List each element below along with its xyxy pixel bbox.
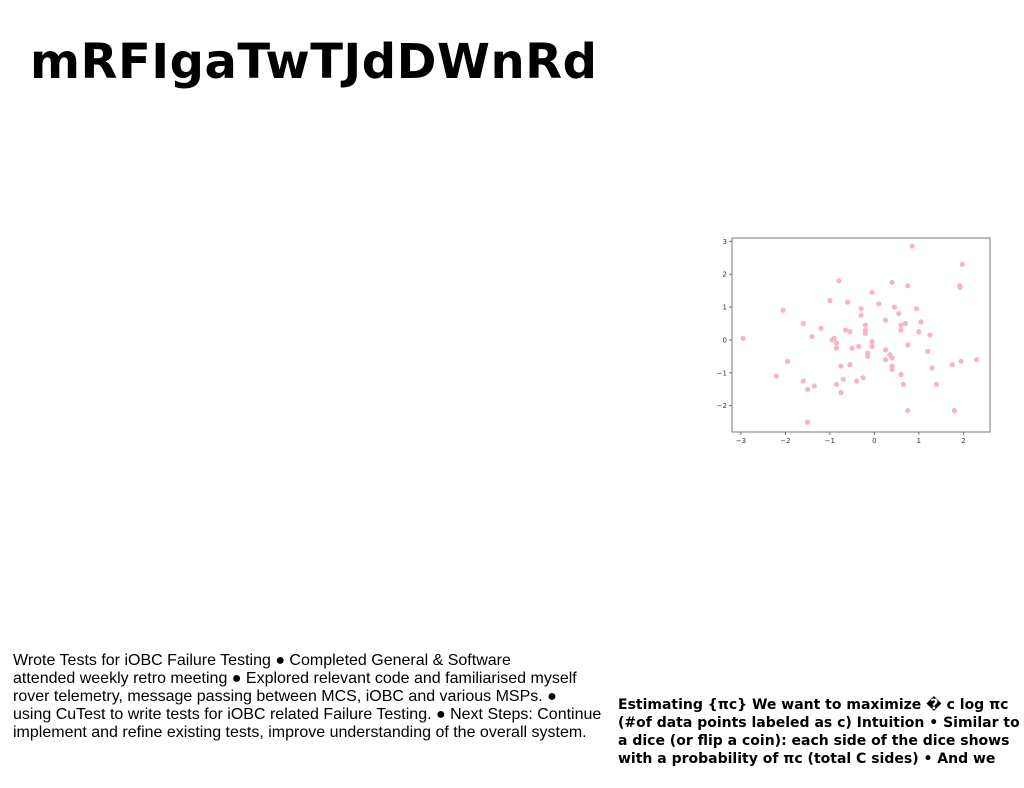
plot-frame [731,237,991,433]
scatter-point [882,317,889,323]
scatter-point [900,381,906,387]
x-tick-label: −1 [825,437,835,445]
body-text-line: Wrote Tests for iOBC Failure Testing ● C… [13,652,511,669]
scatter-point [905,342,911,348]
scatter-point [773,373,780,379]
scatter-point [809,334,815,340]
scatter-point [918,319,924,325]
scatter-point [909,243,915,249]
scatter-point [916,329,922,335]
scatter-point [847,329,853,335]
scatter-point [925,348,931,354]
x-tick-label: 2 [961,437,965,445]
scatter-point [974,357,980,363]
scatter-point [862,322,868,328]
scatter-point [827,297,833,304]
scatter-point [889,279,895,285]
scatter-point [858,306,864,312]
scatter-point [785,358,791,364]
scatter-point [740,335,746,341]
side-text-line: with a probability of πc (total C sides)… [618,751,996,767]
y-tick-label: 3 [723,238,727,246]
scatter-point [805,419,811,425]
body-text-line: implement and refine existing tests, imp… [13,724,587,741]
scatter-point [833,340,840,346]
scatter-point [876,301,882,307]
body-text-line: rover telemetry, message passing between… [13,688,557,705]
x-tick-label: 1 [917,437,921,445]
scatter-point [862,330,868,336]
y-tick-label: 0 [723,336,727,344]
scatter-point [833,381,840,387]
y-tick-label: −1 [717,369,727,377]
scatter-point [842,327,848,333]
side-text-line: a dice (or flip a coin): each side of th… [618,733,1010,749]
scatter-point [856,343,862,350]
y-tick-label: 1 [723,304,727,312]
scatter-point [829,337,835,343]
x-tick-label: −2 [780,437,790,445]
scatter-point [934,381,940,387]
side-text-line: (#of data points labeled as c) Intuition… [618,715,1020,731]
scatter-point [836,278,842,284]
body-text-line: using CuTest to write tests for iOBC rel… [13,706,602,723]
scatter-point [891,304,897,310]
scatter-point [800,378,806,384]
scatter-point [833,345,840,351]
scatter-point [869,339,875,345]
scatter-point [958,358,964,364]
scatter-point [869,289,875,295]
scatter-point [882,347,889,353]
scatter-plot: −3 −2 −1 0 1 2 3 2 1 0 −1 −2 [717,237,991,445]
scatter-point [865,353,871,359]
side-text: Estimating {πc} We want to maximize � c … [618,696,1024,768]
scatter-point [914,306,920,312]
scatter-point [840,376,846,382]
x-axis-ticks: −3 −2 −1 0 1 2 [736,432,966,445]
scatter-point [957,284,963,290]
scatter-point [805,386,811,392]
scatter-point [818,325,824,331]
body-text-line: attended weekly retro meeting ● Explored… [13,670,577,687]
scatter-point [869,343,875,350]
scatter-point [860,375,866,381]
slide-title: mRFIgaTwTJdDWnRd [30,34,598,90]
chart-points [740,243,980,425]
scatter-point [949,362,955,368]
scatter-point [951,408,957,414]
scatter-point [849,345,855,351]
side-text-line: Estimating {πc} We want to maximize � c … [618,697,1009,713]
scatter-chart: −3 −2 −1 0 1 2 3 2 1 0 −1 −2 [712,232,996,448]
scatter-point [898,371,904,378]
scatter-point [854,378,860,384]
scatter-point [800,320,806,327]
scatter-point [845,299,851,305]
scatter-point [889,355,895,361]
scatter-point [882,357,889,363]
scatter-point [858,312,864,318]
scatter-point [959,261,965,267]
body-text: Wrote Tests for iOBC Failure Testing ● C… [13,652,613,742]
scatter-point [898,327,904,333]
scatter-point [811,383,817,389]
scatter-point [905,283,911,289]
x-tick-label: 0 [872,437,876,445]
scatter-point [927,332,933,338]
scatter-point [929,365,935,371]
y-tick-label: 2 [723,271,727,279]
scatter-point [838,363,844,369]
scatter-point [838,389,844,396]
x-tick-label: −3 [736,437,746,445]
scatter-point [780,307,786,313]
scatter-point [896,311,902,317]
scatter-point [905,408,911,414]
scatter-point [889,366,895,373]
y-axis-ticks: 3 2 1 0 −1 −2 [717,238,732,410]
scatter-point [847,362,853,368]
y-tick-label: −2 [717,402,727,410]
scatter-point [902,320,909,327]
scatter-point [898,322,904,328]
